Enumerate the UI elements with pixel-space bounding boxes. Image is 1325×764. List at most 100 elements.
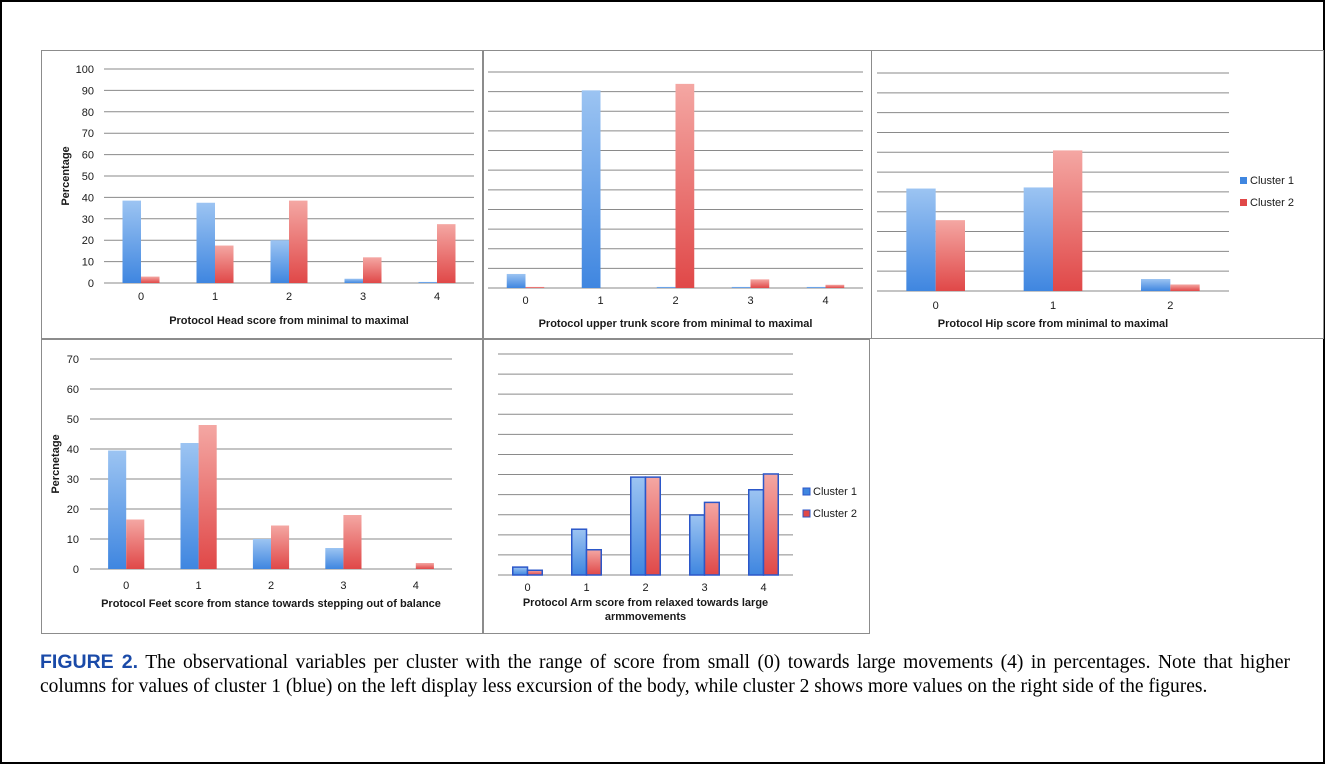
y-tick-label: 80 — [82, 107, 94, 119]
y-tick-label: 50 — [67, 414, 79, 426]
bar-cluster-2-4 — [437, 224, 456, 283]
bar-cluster-2-4 — [825, 284, 845, 288]
bar-cluster-2-3 — [343, 515, 362, 569]
chart-panel-head: 0 10 20 30 40 50 60 70 80 90 100 0 1 2 3 4 Protocol Head… — [41, 50, 483, 339]
bar-cluster-1-2 — [1141, 279, 1171, 291]
bar-cluster-1-1 — [180, 443, 199, 569]
bar-cluster-2-1 — [198, 425, 217, 569]
y-axis-label: Percentage — [60, 146, 72, 205]
bar-cluster-2-1 — [1053, 150, 1083, 291]
bar-cluster-2-0 — [935, 220, 965, 291]
x-axis-label: Protocol Hip score from minimal to maxim… — [938, 318, 1168, 330]
x-category-label: 1 — [196, 580, 202, 592]
legend-label: Cluster 2 — [1250, 197, 1294, 209]
y-axis-label: Percnetage — [50, 434, 62, 493]
x-category-label: 2 — [672, 295, 678, 307]
y-tick-label: 50 — [82, 171, 94, 183]
bar-cluster-2-0 — [141, 276, 160, 283]
legend-label: Cluster 2 — [813, 508, 857, 520]
y-tick-label: 40 — [67, 444, 79, 456]
bar-cluster-1-3 — [689, 514, 706, 576]
x-category-label: 1 — [583, 582, 589, 594]
y-tick-label: 60 — [67, 384, 79, 396]
y-tick-label: 0 — [73, 564, 79, 576]
bar-cluster-1-2 — [270, 240, 289, 283]
y-tick-label: 40 — [82, 192, 94, 204]
bar-cluster-1-3 — [344, 278, 363, 283]
x-category-label: 4 — [822, 295, 828, 307]
bar-cluster-1-4 — [806, 286, 826, 288]
x-category-label: 3 — [701, 582, 707, 594]
legend-swatch — [1240, 199, 1247, 206]
legend-swatch — [1240, 177, 1247, 184]
chart-arm: 0 1 2 3 4 Protocol Arm score from relaxed tow… — [498, 353, 857, 623]
bar-cluster-2-3 — [750, 279, 770, 288]
bar-cluster-1-0 — [906, 188, 936, 291]
chart-feet: 0 10 20 30 40 50 60 70 0 1 2 3 4 Protocol Feet score … — [50, 354, 452, 610]
bar-cluster-2-4 — [762, 473, 779, 576]
x-category-label: 0 — [138, 291, 144, 303]
bar-cluster-1-0 — [108, 450, 127, 569]
x-category-label: 1 — [597, 295, 603, 307]
chart-upper-trunk: 0 1 2 3 4 Protocol upper trunk score from min… — [488, 71, 863, 330]
bar-cluster-2-3 — [703, 501, 720, 576]
y-tick-label: 30 — [82, 214, 94, 226]
bar-cluster-2-0 — [525, 286, 545, 288]
y-tick-label: 70 — [82, 128, 94, 140]
chart-panel-arm: 0 1 2 3 4 Protocol Arm score from relaxed tow… — [483, 339, 870, 634]
x-axis-label: Protocol Feet score from stance towards … — [101, 598, 441, 610]
x-axis-label: Protocol Arm score from relaxed towards … — [523, 597, 768, 609]
caption-text: The observational variables per cluster … — [40, 652, 1290, 697]
x-category-label: 2 — [286, 291, 292, 303]
legend-label: Cluster 1 — [1250, 175, 1294, 187]
bar-cluster-1-1 — [196, 202, 215, 283]
x-category-label: 4 — [413, 580, 419, 592]
x-category-label: 0 — [933, 300, 939, 312]
bar-cluster-1-2 — [630, 476, 647, 576]
legend-label: Cluster 1 — [813, 486, 857, 498]
bar-cluster-2-2 — [675, 83, 695, 288]
chart-hip: 0 1 2 Protocol Hip score from minimal to ma… — [877, 72, 1294, 330]
x-axis-label-line-2: armmovements — [605, 611, 686, 623]
bar-cluster-1-1 — [581, 90, 601, 288]
bar-cluster-2-2 — [1170, 284, 1200, 291]
bar-cluster-2-2 — [289, 200, 308, 283]
x-category-label: 2 — [268, 580, 274, 592]
bar-cluster-1-0 — [506, 273, 526, 288]
y-tick-label: 20 — [67, 504, 79, 516]
y-tick-label: 10 — [67, 534, 79, 546]
chart-panel-upper-trunk: 0 1 2 3 4 Protocol upper trunk score from min… — [483, 50, 872, 339]
bar-cluster-1-0 — [122, 200, 141, 283]
x-category-label: 1 — [212, 291, 218, 303]
bar-cluster-2-0 — [126, 519, 145, 569]
bar-cluster-2-2 — [271, 525, 290, 569]
bar-cluster-1-3 — [325, 548, 344, 569]
y-tick-label: 100 — [76, 64, 94, 76]
y-tick-label: 70 — [67, 354, 79, 366]
legend-swatch — [802, 509, 811, 518]
x-category-label: 0 — [123, 580, 129, 592]
x-category-label: 1 — [1050, 300, 1056, 312]
bar-cluster-2-0 — [526, 569, 543, 576]
x-axis-label: Protocol Head score from minimal to maxi… — [169, 315, 409, 327]
bar-cluster-1-2 — [252, 539, 271, 569]
chart-panel-feet: 0 10 20 30 40 50 60 70 0 1 2 3 4 Protocol Feet score … — [41, 339, 483, 634]
figure-caption: FIGURE 2. The observational variables pe… — [40, 650, 1290, 699]
bar-cluster-1-4 — [418, 281, 437, 283]
bar-cluster-2-1 — [585, 548, 602, 576]
bar-cluster-2-1 — [215, 245, 234, 283]
bar-cluster-1-3 — [731, 286, 751, 288]
bar-cluster-1-1 — [1023, 187, 1053, 291]
bar-cluster-2-4 — [415, 563, 434, 569]
x-category-label: 4 — [760, 582, 766, 594]
y-tick-label: 60 — [82, 150, 94, 162]
legend-swatch — [802, 487, 811, 496]
y-tick-label: 90 — [82, 85, 94, 97]
x-axis-label: Protocol upper trunk score from minimal … — [539, 318, 813, 330]
x-category-label: 3 — [747, 295, 753, 307]
x-category-label: 3 — [340, 580, 346, 592]
bar-cluster-1-2 — [656, 286, 676, 288]
chart-panel-hip: 0 1 2 Protocol Hip score from minimal to ma… — [871, 50, 1324, 339]
y-tick-label: 20 — [82, 235, 94, 247]
